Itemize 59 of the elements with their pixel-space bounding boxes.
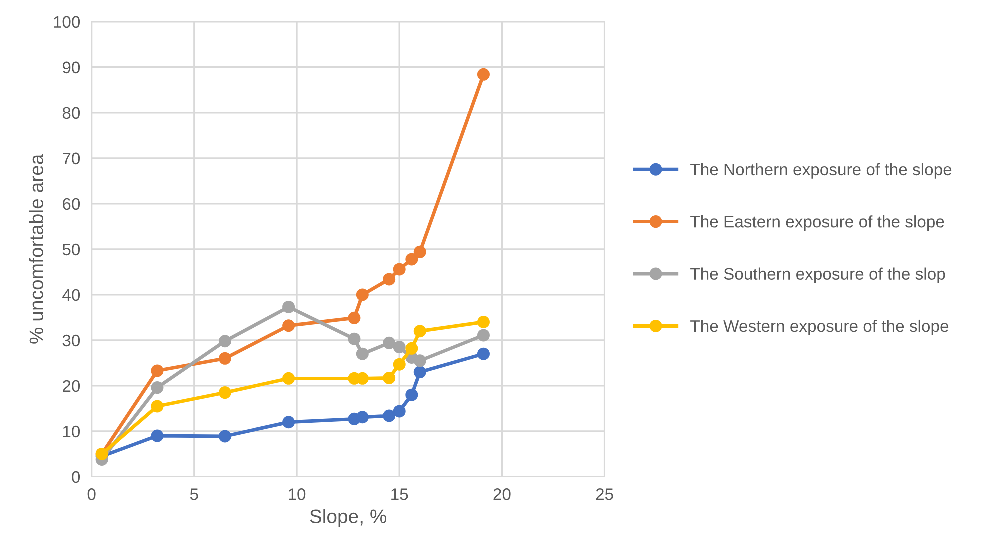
x-tick-label: 15 [392,488,408,500]
point [383,372,396,384]
y-tick-label: 10 [63,426,80,438]
legend-label: The Eastern exposure of the slope [690,216,944,232]
x-tick-label: 0 [88,488,96,500]
point [151,400,164,413]
point [393,405,406,418]
x-tick-label: 5 [190,488,198,500]
point [406,342,418,355]
point [477,348,490,360]
point [477,68,490,81]
point [477,329,490,342]
y-tick-label: 0 [72,471,80,484]
legend-label: The Southern exposure of the slop [690,268,946,284]
y-axis-title: % uncomfortable area [29,154,44,344]
point [393,263,406,276]
x-tick-label: 20 [494,488,511,500]
y-tick-label: 70 [63,152,80,165]
y-tick-label: 50 [62,244,80,256]
y-tick-label: 80 [62,107,80,120]
point [383,336,396,350]
point [218,352,232,365]
point [348,332,361,346]
point [406,388,418,402]
point [218,335,232,348]
point [356,411,369,424]
point [393,341,406,354]
point [414,246,426,258]
point [393,358,406,371]
point [477,316,490,328]
y-tick-label: 90 [62,62,80,74]
legend-label: The Northern exposure of the slope [690,163,952,179]
point [414,325,426,338]
point [151,364,164,378]
point [282,320,296,332]
y-tick-label: 60 [63,198,80,210]
point [282,300,296,314]
point [218,430,232,443]
point [348,312,361,324]
legend-label: The Western exposure of the slope [690,320,949,336]
x-axis-title: Slope, % [310,509,387,528]
point [414,354,426,368]
x-tick-label: 10 [289,488,306,500]
point [151,382,164,394]
point [282,416,296,429]
point [414,366,426,379]
x-tick-label: 25 [596,488,614,500]
point [218,386,232,400]
y-tick-label: 30 [62,334,80,347]
point [383,410,396,422]
point [151,430,164,442]
point [356,348,369,360]
y-tick-label: 20 [63,380,80,392]
point [406,253,418,266]
y-tick-label: 100 [54,16,80,28]
point [356,288,369,302]
point [282,372,296,385]
point [383,273,396,286]
y-tick-label: 40 [62,289,80,302]
